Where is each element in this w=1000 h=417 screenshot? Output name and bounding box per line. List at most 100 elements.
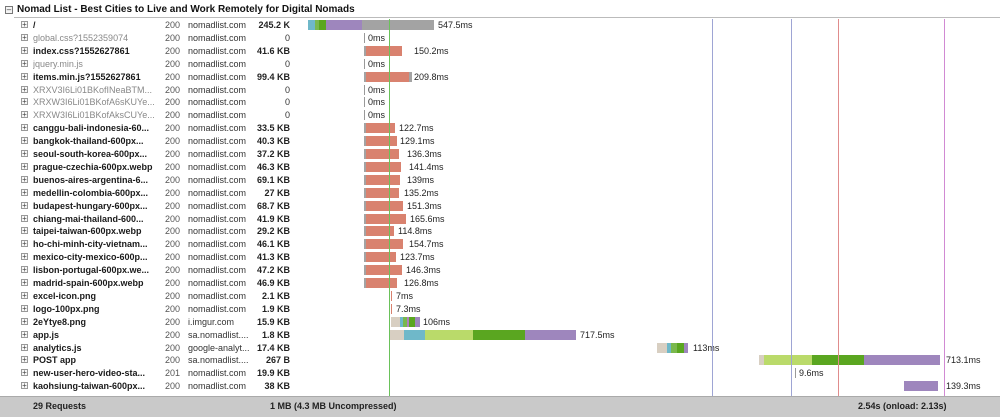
request-size: 46.1 KB	[256, 239, 290, 250]
timing-bar-segment	[667, 342, 671, 353]
expand-row-icon[interactable]: +	[21, 381, 28, 391]
request-row[interactable]: + buenos-aires-argentina-6... 200 nomadlist…	[0, 174, 1000, 187]
timing-bar-segment	[400, 316, 403, 327]
expand-row-icon[interactable]: +	[21, 303, 28, 313]
expand-row-icon[interactable]: +	[21, 123, 28, 133]
timing-bar-segment	[366, 136, 397, 147]
expand-row-icon[interactable]: +	[21, 136, 28, 146]
expand-row-icon[interactable]: +	[21, 368, 28, 378]
expand-row-icon[interactable]: +	[21, 290, 28, 300]
request-row[interactable]: + medellin-colombia-600px... 200 nomadlist.…	[0, 187, 1000, 200]
request-row[interactable]: + excel-icon.png 200 nomadlist.com 2.1 KB 7ms	[0, 290, 1000, 303]
expand-row-icon[interactable]: +	[21, 71, 28, 81]
request-url: global.css?1552359074	[33, 32, 129, 43]
request-row[interactable]: + global.css?1552359074 200 nomadlist.com 0 0…	[0, 32, 1000, 45]
request-domain: nomadlist.com	[188, 200, 247, 211]
request-row[interactable]: + bangkok-thailand-600px... 200 nomadlist.c…	[0, 135, 1000, 148]
expand-row-icon[interactable]: +	[21, 200, 28, 210]
request-row[interactable]: + analytics.js 200 google-analyt... 17.4 KB 1…	[0, 342, 1000, 355]
expand-row-icon[interactable]: +	[21, 110, 28, 120]
onload-marker	[838, 19, 839, 396]
expand-row-icon[interactable]: +	[21, 252, 28, 262]
collapse-toggle-icon[interactable]: –	[5, 5, 13, 14]
expand-row-icon[interactable]: +	[21, 265, 28, 275]
request-row[interactable]: + index.css?1552627861 200 nomadlist.com 41.…	[0, 45, 1000, 58]
request-row[interactable]: + canggu-bali-indonesia-60... 200 nomadlist…	[0, 122, 1000, 135]
request-domain: sa.nomadlist....	[188, 329, 249, 340]
expand-row-icon[interactable]: +	[21, 20, 28, 29]
request-row[interactable]: + XRXW3I6Li01BKofAksCUYe... 200 nomadlist.c…	[0, 109, 1000, 122]
request-url: medellin-colombia-600px...	[33, 187, 149, 198]
timing-bar-segment	[391, 316, 400, 327]
total-time: 2.54s (onload: 2.13s)	[858, 401, 947, 411]
expand-row-icon[interactable]: +	[21, 149, 28, 158]
request-row[interactable]: + logo-100px.png 200 nomadlist.com 1.9 KB 7.3…	[0, 303, 1000, 316]
request-size: 29.2 KB	[256, 226, 290, 237]
request-status: 200	[165, 381, 181, 392]
request-size: 0	[284, 110, 290, 121]
timing-bar-segment	[326, 20, 362, 30]
request-row[interactable]: + jquery.min.js 200 nomadlist.com 0 0ms	[0, 58, 1000, 71]
request-row[interactable]: + chiang-mai-thailand-600... 200 nomadlist.…	[0, 213, 1000, 226]
request-size: 69.1 KB	[256, 174, 290, 185]
request-row[interactable]: + items.min.js?1552627861 200 nomadlist.com…	[0, 71, 1000, 84]
expand-row-icon[interactable]: +	[21, 226, 28, 236]
request-size: 38 KB	[264, 381, 290, 392]
request-domain: nomadlist.com	[188, 226, 247, 237]
request-row[interactable]: + app.js 200 sa.nomadlist.... 1.8 KB 717.5ms	[0, 329, 1000, 342]
request-status: 200	[165, 84, 181, 95]
request-domain: nomadlist.com	[188, 110, 247, 121]
request-row[interactable]: + mexico-city-mexico-600p... 200 nomadlist.…	[0, 251, 1000, 264]
expand-row-icon[interactable]: +	[21, 278, 28, 287]
request-row[interactable]: +2eYtye8.png 200 i.imgur.com 15.9 KB 106ms	[0, 316, 1000, 329]
expand-row-icon[interactable]: +	[21, 187, 28, 197]
expand-row-icon[interactable]: +	[21, 316, 28, 326]
expand-row-icon[interactable]: +	[21, 161, 28, 171]
timing-bar-segment	[764, 355, 812, 366]
request-duration: 136.3ms	[407, 149, 442, 159]
expand-row-icon[interactable]: +	[21, 342, 28, 352]
request-status: 200	[165, 187, 181, 198]
request-row[interactable]: + XRXW3I6Li01BKofA6sKUYe... 200 nomadlist.c…	[0, 96, 1000, 109]
request-row[interactable]: + ho-chi-minh-city-vietnam... 200 nomadlist…	[0, 238, 1000, 251]
page-group-header[interactable]: – Nomad List - Best Cities to Live and W…	[0, 0, 1000, 18]
expand-row-icon[interactable]: +	[21, 97, 28, 107]
request-status: 200	[165, 161, 181, 172]
request-row[interactable]: + POST app 200 sa.nomadlist.... 267 B 713.1ms	[0, 354, 1000, 367]
expand-row-icon[interactable]: +	[21, 174, 28, 184]
request-size: 17.4 KB	[256, 342, 290, 353]
expand-row-icon[interactable]: +	[21, 329, 28, 339]
request-row[interactable]: + XRXV3I6Li01BKofINeaBTM... 200 nomadlist.c…	[0, 84, 1000, 97]
timing-bar-segment	[671, 342, 677, 353]
request-row[interactable]: + taipei-taiwan-600px.webp 200 nomadlist.co…	[0, 225, 1000, 238]
request-size: 0	[284, 58, 290, 69]
request-size: 68.7 KB	[256, 200, 290, 211]
request-row[interactable]: + new-user-hero-video-sta... 201 nomadlist.…	[0, 367, 1000, 380]
expand-row-icon[interactable]: +	[21, 58, 28, 68]
request-url: excel-icon.png	[33, 290, 97, 301]
request-row[interactable]: + budapest-hungary-600px... 200 nomadlist.c…	[0, 200, 1000, 213]
timing-bar-segment	[364, 278, 366, 288]
request-url: canggu-bali-indonesia-60...	[33, 123, 150, 134]
request-row[interactable]: + kaohsiung-taiwan-600px... 200 nomadlist.c…	[0, 380, 1000, 393]
request-domain: nomadlist.com	[188, 252, 247, 263]
request-duration: 713.1ms	[946, 355, 981, 366]
expand-row-icon[interactable]: +	[21, 213, 28, 223]
request-size: 33.5 KB	[256, 123, 290, 134]
request-row[interactable]: + / 200 nomadlist.com 245.2 K 547.5ms	[0, 19, 1000, 32]
request-duration: 106ms	[423, 316, 451, 327]
request-row[interactable]: + lisbon-portugal-600px.we... 200 nomadlist…	[0, 264, 1000, 277]
expand-row-icon[interactable]: +	[21, 45, 28, 55]
request-domain: nomadlist.com	[188, 71, 247, 82]
request-row[interactable]: + madrid-spain-600px.webp 200 nomadlist.com…	[0, 277, 1000, 290]
request-url: new-user-hero-video-sta...	[33, 368, 146, 379]
timing-bar-segment	[364, 58, 365, 69]
request-status: 200	[165, 20, 181, 30]
expand-row-icon[interactable]: +	[21, 355, 28, 365]
request-row[interactable]: + prague-czechia-600px.webp 200 nomadlist.c…	[0, 161, 1000, 174]
request-row[interactable]: + seoul-south-korea-600px... 200 nomadlist.…	[0, 148, 1000, 161]
request-size: 1.9 KB	[261, 303, 290, 314]
expand-row-icon[interactable]: +	[21, 239, 28, 249]
expand-row-icon[interactable]: +	[21, 84, 28, 94]
expand-row-icon[interactable]: +	[21, 32, 28, 42]
